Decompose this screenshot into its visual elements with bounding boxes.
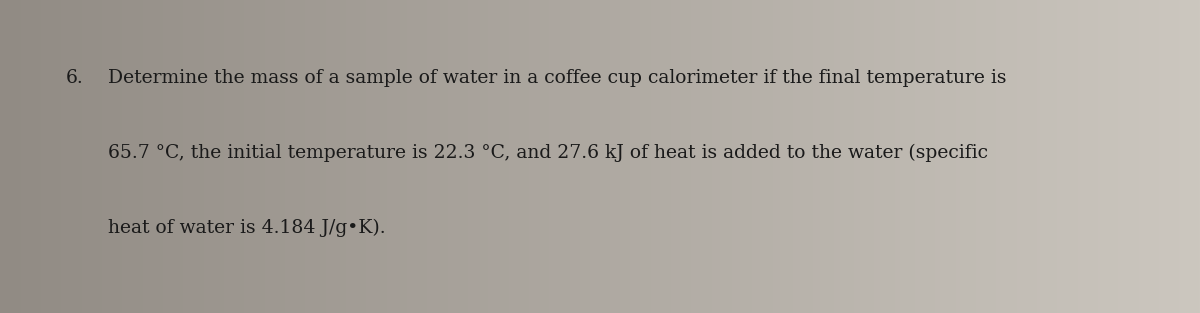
Text: 65.7 °C, the initial temperature is 22.3 °C, and 27.6 kJ of heat is added to the: 65.7 °C, the initial temperature is 22.3… [108, 144, 988, 162]
Text: Determine the mass of a sample of water in a coffee cup calorimeter if the final: Determine the mass of a sample of water … [108, 69, 1007, 87]
Text: heat of water is 4.184 J/g•K).: heat of water is 4.184 J/g•K). [108, 219, 385, 237]
Text: 6.: 6. [66, 69, 84, 87]
